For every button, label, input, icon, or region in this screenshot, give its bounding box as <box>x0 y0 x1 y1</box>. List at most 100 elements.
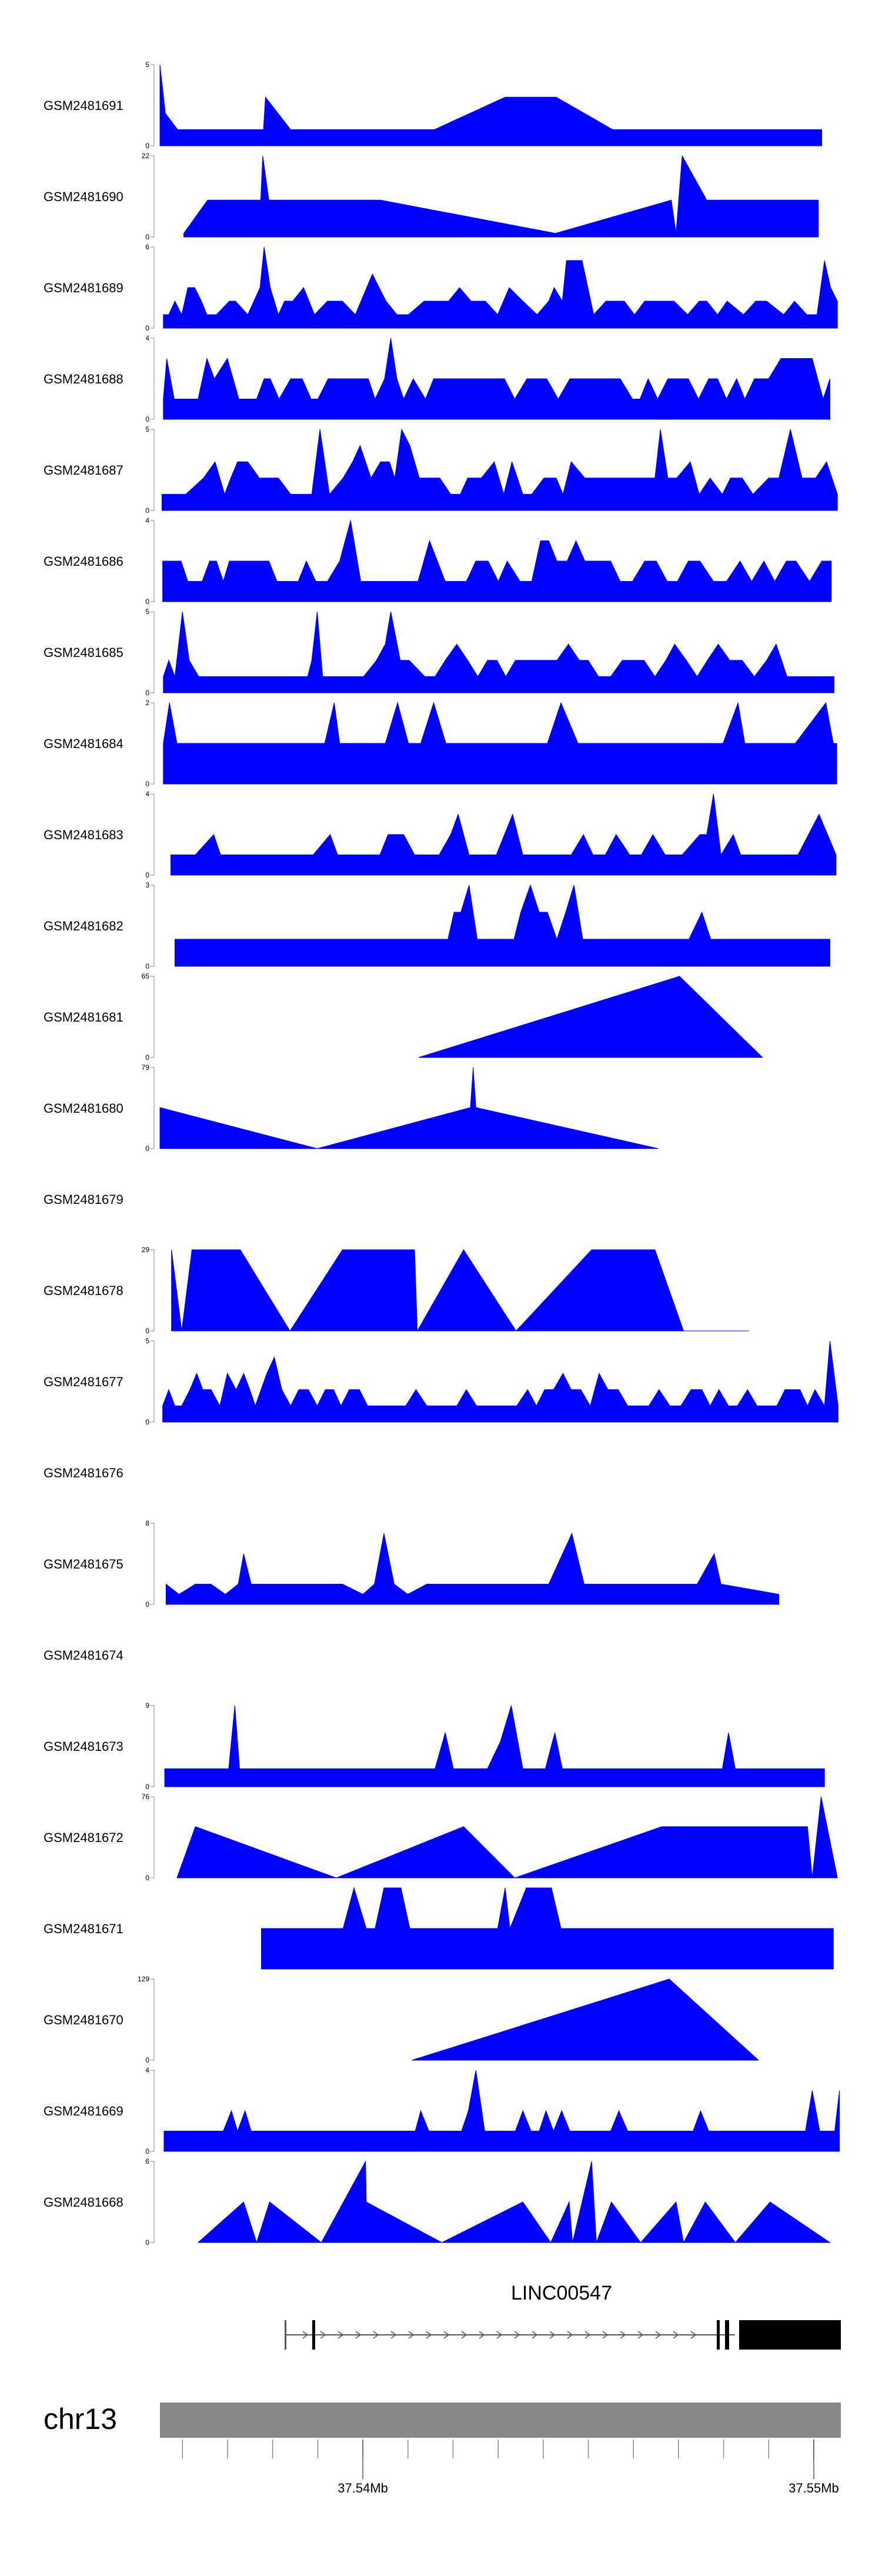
chromosome-band <box>160 2403 841 2438</box>
track-GSM2481685: GSM2481685 5 0 <box>44 608 834 697</box>
track-label: GSM2481689 <box>44 281 123 295</box>
coverage-area <box>261 1887 834 1970</box>
y-axis-max-label: 4 <box>145 516 149 525</box>
track-GSM2481682: GSM2481682 3 0 <box>44 881 830 970</box>
track-GSM2481690: GSM2481690 22 0 <box>44 152 819 241</box>
track-GSM2481683: GSM2481683 4 0 <box>44 790 837 879</box>
track-label: GSM2481678 <box>44 1283 123 1298</box>
track-label: GSM2481680 <box>44 1101 123 1116</box>
strand-arrow <box>514 2331 520 2339</box>
y-axis-max-label: 5 <box>145 61 149 69</box>
y-axis-max-label: 5 <box>145 1337 149 1345</box>
y-axis-max-label: 2 <box>145 699 149 707</box>
track-GSM2481689: GSM2481689 6 0 <box>44 243 838 332</box>
track-GSM2481670: GSM2481670 129 0 <box>44 1975 760 2064</box>
coverage-area <box>159 64 823 146</box>
strand-arrow <box>532 2331 538 2339</box>
track-label: GSM2481674 <box>44 1648 123 1663</box>
track-GSM2481673: GSM2481673 9 0 <box>44 1701 825 1791</box>
track-label: GSM2481687 <box>44 463 123 478</box>
y-axis-max-label: 8 <box>145 1519 149 1527</box>
track-GSM2481684: GSM2481684 2 0 <box>44 699 837 788</box>
y-axis-min-label: 0 <box>145 2056 149 2064</box>
strand-arrow <box>602 2331 609 2339</box>
y-axis-min-label: 0 <box>145 1327 149 1335</box>
y-axis-min-label: 0 <box>145 142 149 150</box>
y-axis-max-label: 29 <box>142 1246 150 1254</box>
track-GSM2481671: GSM2481671 <box>44 1887 834 1970</box>
track-label: GSM2481686 <box>44 554 123 569</box>
y-axis-min-label: 0 <box>145 962 149 970</box>
y-axis-min-label: 0 <box>145 1144 149 1153</box>
track-label: GSM2481669 <box>44 2104 123 2118</box>
y-axis-max-label: 65 <box>142 972 150 980</box>
exon <box>312 2320 315 2350</box>
track-label: GSM2481672 <box>44 1830 123 1845</box>
strand-arrow <box>390 2331 397 2339</box>
track-label: GSM2481671 <box>44 1921 123 1936</box>
y-axis-max-label: 9 <box>145 1701 149 1710</box>
y-axis-min-label: 0 <box>145 1783 149 1791</box>
y-axis-max-label: 6 <box>145 2157 149 2165</box>
y-axis-min-label: 0 <box>145 1874 149 1882</box>
y-axis-min-label: 0 <box>145 506 149 515</box>
coverage-area <box>159 1067 659 1149</box>
coverage-area <box>418 976 764 1058</box>
axis-coordinate-label: 37.54Mb <box>338 2481 388 2495</box>
y-axis-max-label: 5 <box>145 425 149 433</box>
track-label: GSM2481684 <box>44 736 123 751</box>
axis-coordinate-label: 37.55Mb <box>789 2481 839 2495</box>
strand-arrow <box>496 2331 503 2339</box>
strand-arrow <box>338 2331 344 2339</box>
track-GSM2481678: GSM2481678 29 0 <box>44 1246 749 1335</box>
y-axis-min-label: 0 <box>145 780 149 788</box>
track-label: GSM2481675 <box>44 1557 123 1571</box>
strand-arrow <box>673 2331 679 2339</box>
y-axis-min-label: 0 <box>145 1053 149 1062</box>
strand-arrow <box>690 2331 697 2339</box>
track-GSM2481681: GSM2481681 65 0 <box>44 972 764 1062</box>
track-label: GSM2481683 <box>44 827 123 842</box>
strand-arrow <box>302 2331 309 2339</box>
track-label: GSM2481688 <box>44 372 123 386</box>
y-axis-min-label: 0 <box>145 871 149 879</box>
track-GSM2481686: GSM2481686 4 0 <box>44 516 832 606</box>
coverage-area <box>164 1705 825 1787</box>
track-GSM2481679: GSM2481679 <box>44 1192 123 1207</box>
exon <box>285 2320 286 2350</box>
y-axis-max-label: 76 <box>142 1793 150 1801</box>
coverage-area <box>171 793 837 876</box>
strand-arrow <box>355 2331 362 2339</box>
strand-arrow <box>320 2331 326 2339</box>
track-GSM2481687: GSM2481687 5 0 <box>44 425 838 515</box>
track-GSM2481680: GSM2481680 79 0 <box>44 1063 659 1153</box>
coverage-area <box>176 1796 838 1878</box>
strand-arrow <box>426 2331 432 2339</box>
strand-arrow <box>443 2331 450 2339</box>
strand-arrow <box>408 2331 415 2339</box>
coverage-area <box>163 2070 840 2152</box>
track-label: GSM2481681 <box>44 1010 123 1025</box>
y-axis-max-label: 4 <box>145 2066 149 2074</box>
y-axis-max-label: 129 <box>138 1975 149 1983</box>
y-axis-max-label: 4 <box>145 334 149 342</box>
y-axis-min-label: 0 <box>145 233 149 241</box>
coverage-area <box>162 520 832 602</box>
chromosome-label: chr13 <box>44 2403 117 2435</box>
y-axis-min-label: 0 <box>145 598 149 606</box>
ideogram-axis: chr13 37.54Mb 37.55Mb <box>44 2403 841 2495</box>
track-GSM2481691: GSM2481691 5 0 <box>44 61 823 150</box>
strand-arrow <box>549 2331 556 2339</box>
strand-arrow <box>479 2331 485 2339</box>
strand-arrow <box>584 2331 591 2339</box>
track-GSM2481669: GSM2481669 4 0 <box>44 2066 840 2155</box>
strand-arrow <box>373 2331 379 2339</box>
track-GSM2481677: GSM2481677 5 0 <box>44 1337 838 1426</box>
y-axis-max-label: 3 <box>145 881 149 889</box>
track-label: GSM2481677 <box>44 1374 123 1389</box>
coverage-area <box>183 155 819 238</box>
gene-name-label: LINC00547 <box>511 2282 612 2304</box>
track-GSM2481668: GSM2481668 6 0 <box>44 2157 831 2247</box>
strand-arrow <box>620 2331 626 2339</box>
